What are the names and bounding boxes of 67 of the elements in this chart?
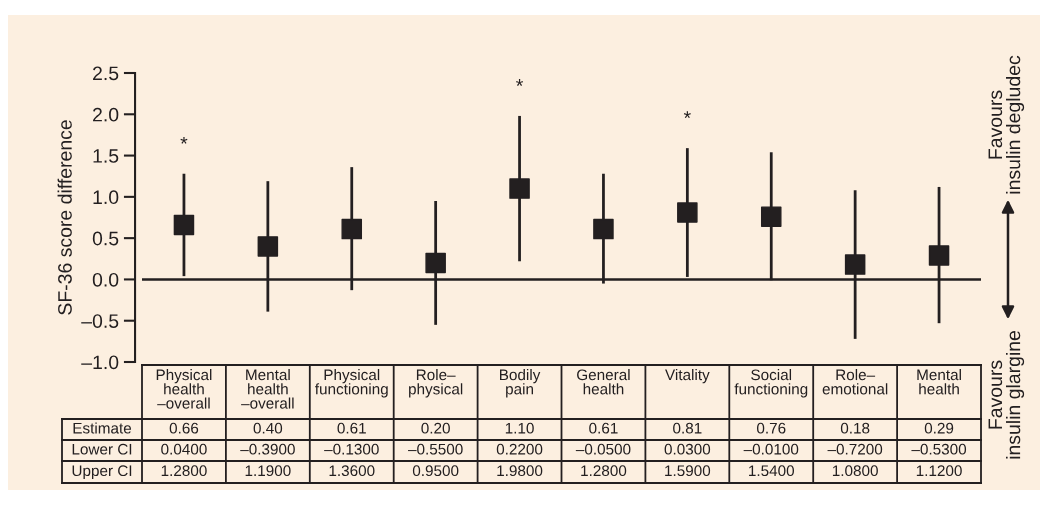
y-tick-label: –0.5 [81, 314, 119, 328]
text: 1.9800 [497, 465, 543, 477]
annotation: * [180, 136, 188, 144]
data-label: 1.10 [505, 422, 534, 434]
text: –0.0100 [743, 443, 799, 455]
text: Estimate [73, 422, 132, 434]
text: –0.5300 [911, 443, 967, 455]
text: 0.0400 [161, 443, 207, 455]
point [593, 218, 614, 240]
point [928, 245, 950, 266]
text: –0.0500 [575, 443, 631, 455]
data-label: 0.18 [840, 422, 870, 434]
point [760, 206, 782, 227]
x-tick-label: Physical functioning [315, 369, 388, 398]
point [509, 178, 530, 199]
text: Lower CI [72, 443, 132, 455]
text: 0.9500 [412, 465, 459, 477]
text: Upper CI [72, 465, 132, 480]
text: 1.5900 [665, 465, 711, 477]
x-tick-label: Physical health –overall [156, 369, 212, 409]
y-tick-label: –1.0 [81, 355, 119, 370]
text: 1.5400 [749, 465, 795, 477]
data-label: 0.40 [253, 422, 283, 434]
y-tick-label: 0.0 [92, 272, 119, 287]
data-label: 0.76 [756, 422, 786, 434]
data-label: 0.20 [421, 422, 450, 434]
y-axis-title: SF-36 score difference [57, 120, 72, 315]
data-label: 0.61 [337, 422, 366, 434]
annotation: * [516, 79, 524, 86]
point [173, 214, 195, 236]
data-label: 0.29 [924, 422, 954, 434]
y-tick-label: 2.5 [93, 66, 119, 81]
text: 1.3600 [329, 465, 375, 477]
point [257, 236, 279, 257]
text: 1.0800 [832, 465, 878, 477]
x-tick-label: Social functioning [734, 369, 808, 398]
point [425, 252, 446, 274]
y-tick-label: 0.5 [92, 231, 119, 246]
y-tick-label: 1.0 [93, 190, 119, 205]
x-tick-label: General health [577, 369, 630, 395]
text: Favours insulin degludec [988, 55, 1025, 194]
text: –0.7200 [827, 443, 883, 455]
text: 1.1200 [916, 465, 962, 477]
point [341, 218, 363, 240]
text: 0.0300 [664, 443, 711, 455]
data-label: 0.61 [589, 422, 618, 434]
x-tick-label: Vitality [665, 369, 710, 384]
x-tick-label: Role– emotional [822, 369, 888, 395]
text: 0.2200 [496, 443, 543, 455]
text: –0.1300 [324, 443, 379, 455]
y-tick-label: 1.5 [93, 149, 119, 163]
data-label: 0.81 [673, 422, 702, 434]
x-tick-label: Mental health –overall [241, 369, 294, 409]
point [677, 202, 698, 223]
data-label: 0.66 [169, 422, 199, 434]
text: –0.5500 [408, 443, 463, 455]
y-tick-label: 2.0 [93, 107, 119, 122]
point [844, 254, 866, 275]
text: 1.2800 [581, 465, 627, 477]
annotation: * [683, 111, 691, 119]
text: 1.1900 [245, 465, 291, 477]
x-tick-label: Mental health [917, 369, 961, 395]
text: Favours insulin glargine [988, 331, 1025, 459]
text: 1.2800 [161, 465, 207, 477]
text: –0.3900 [240, 443, 295, 455]
x-tick-label: Bodily pain [500, 369, 541, 398]
x-tick-label: Role– physical [409, 369, 463, 398]
